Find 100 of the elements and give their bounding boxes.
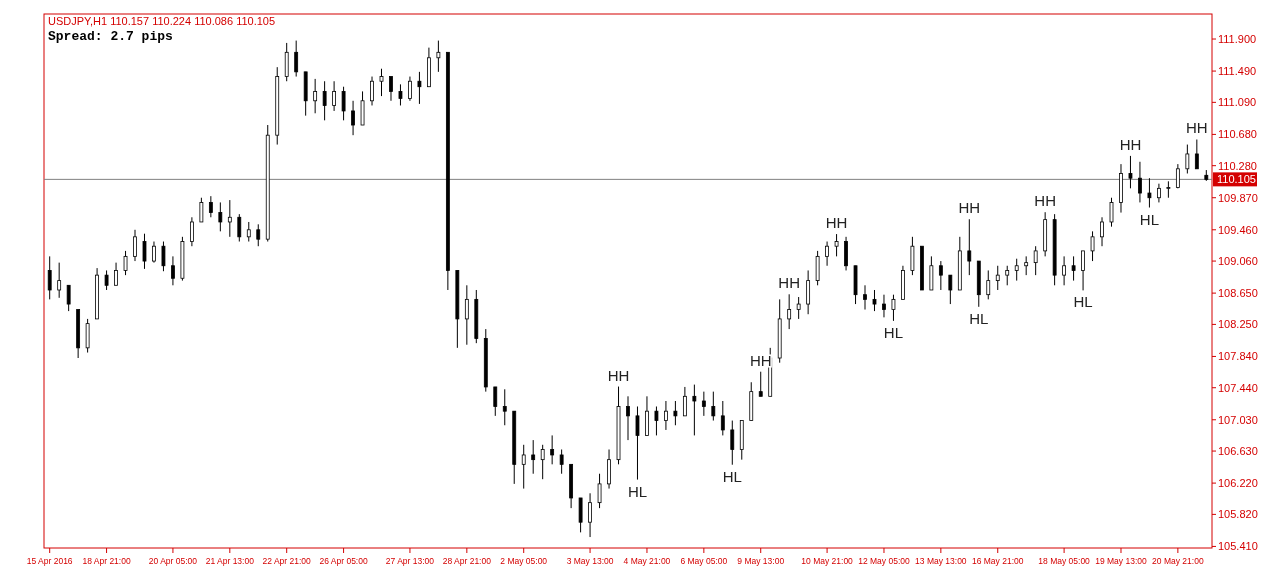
candlestick	[787, 293, 792, 330]
x-tick-label: 18 May 05:00	[1038, 556, 1091, 566]
x-tick-label: 21 Apr 13:00	[205, 556, 255, 566]
annotation: HL	[627, 482, 648, 500]
candlestick	[1175, 163, 1180, 189]
y-tick-label: 108.250	[1218, 318, 1258, 331]
x-tick-label: 19 May 13:00	[1095, 556, 1148, 566]
candlestick	[540, 444, 545, 480]
candlestick	[152, 241, 156, 264]
candlestick	[938, 260, 943, 291]
candlestick	[351, 100, 355, 136]
candlestick	[208, 195, 213, 218]
candlestick	[190, 216, 194, 247]
candlestick	[654, 405, 659, 436]
y-tick-label: 106.220	[1218, 477, 1258, 490]
candlestick	[1014, 258, 1019, 282]
candlestick	[863, 284, 867, 311]
annotation: HL	[883, 323, 904, 341]
candlestick	[682, 386, 687, 417]
candlestick	[379, 68, 384, 97]
candlestick	[673, 400, 678, 426]
candlestick	[332, 80, 336, 112]
candlestick	[1109, 197, 1114, 228]
annotation: HH	[958, 199, 981, 217]
candlestick	[1128, 155, 1133, 189]
x-tick-label: 4 May 21:00	[623, 556, 671, 566]
candlestick	[531, 439, 536, 475]
candlestick	[464, 284, 469, 346]
annotation: HH	[1186, 119, 1208, 137]
candlestick	[142, 233, 147, 270]
x-tick-label: 13 May 13:00	[915, 556, 967, 566]
annotation: Spread: 2.7 pips	[48, 29, 174, 44]
candlestick	[986, 269, 991, 300]
x-tick-label: 2 May 05:00	[500, 556, 548, 566]
candlestick	[720, 400, 725, 436]
candlestick	[493, 386, 498, 417]
y-tick-label: 108.650	[1218, 287, 1258, 300]
candlestick	[313, 78, 318, 114]
candlestick	[408, 76, 412, 102]
annotation: HL	[969, 309, 989, 327]
candlestick	[47, 255, 52, 300]
candlestick	[995, 265, 1000, 291]
y-tick-label: 109.870	[1218, 191, 1258, 204]
annotation: HH	[607, 366, 630, 384]
candlestick	[559, 448, 564, 475]
candlestick	[834, 233, 839, 257]
chart-title: USDJPY,H1 110.157 110.224 110.086 110.105	[48, 15, 276, 27]
annotation: HH	[1119, 135, 1142, 153]
y-tick-label: 111.090	[1218, 96, 1257, 109]
candlestick	[1157, 183, 1161, 203]
candlestick	[882, 294, 886, 318]
candlestick	[1185, 144, 1190, 174]
candlestick	[294, 40, 299, 78]
y-tick-label: 107.440	[1218, 381, 1258, 394]
candlestick	[730, 420, 735, 466]
candlestick	[227, 199, 232, 238]
candlestick	[218, 201, 223, 232]
ref-line-label: 110.105	[1217, 173, 1256, 186]
candlestick	[550, 434, 555, 465]
y-tick-label: 107.840	[1218, 350, 1258, 363]
x-tick-label: 16 May 21:00	[971, 556, 1024, 566]
y-tick-label: 111.490	[1218, 65, 1257, 78]
candlestick	[436, 40, 441, 73]
x-tick-label: 22 Apr 21:00	[262, 556, 312, 566]
candlestick	[171, 255, 175, 286]
candlestick	[1024, 255, 1029, 276]
y-tick-label: 111.900	[1218, 33, 1257, 46]
candlestick	[1081, 250, 1085, 291]
candlestick	[246, 221, 251, 243]
candlestick	[256, 223, 261, 247]
x-tick-label: 3 May 13:00	[566, 556, 614, 566]
y-tick-label: 105.410	[1218, 540, 1258, 553]
candlestick	[1071, 255, 1076, 282]
y-tick-label: 107.030	[1218, 413, 1258, 426]
candlestick	[133, 229, 137, 262]
candlestick	[502, 388, 507, 426]
x-tick-label: 9 May 13:00	[737, 556, 785, 566]
candlestick	[806, 269, 811, 315]
candlestick	[1090, 230, 1095, 262]
candlestick	[370, 76, 374, 106]
candlestick	[1138, 161, 1142, 203]
y-tick-label: 110.680	[1218, 128, 1257, 141]
candlestick	[635, 405, 640, 481]
candlestick	[1005, 265, 1010, 286]
y-tick-label: 109.060	[1218, 255, 1258, 268]
y-tick-label: 110.280	[1218, 159, 1257, 172]
y-tick-label: 106.630	[1218, 445, 1258, 458]
annotation: HL	[722, 467, 742, 485]
candlestick	[758, 371, 763, 397]
x-tick-label: 10 May 21:00	[801, 556, 854, 566]
candlestick	[1166, 180, 1171, 199]
candlestick	[948, 274, 953, 305]
annotation: HL	[1139, 210, 1160, 228]
x-tick-label: 26 Apr 05:00	[319, 556, 368, 566]
candlestick	[891, 294, 896, 322]
candlestick	[711, 391, 716, 422]
x-tick-label: 18 Apr 21:00	[82, 556, 131, 566]
candlestick	[796, 296, 801, 320]
candlestick	[57, 262, 62, 299]
x-tick-label: 28 Apr 21:00	[442, 556, 492, 566]
